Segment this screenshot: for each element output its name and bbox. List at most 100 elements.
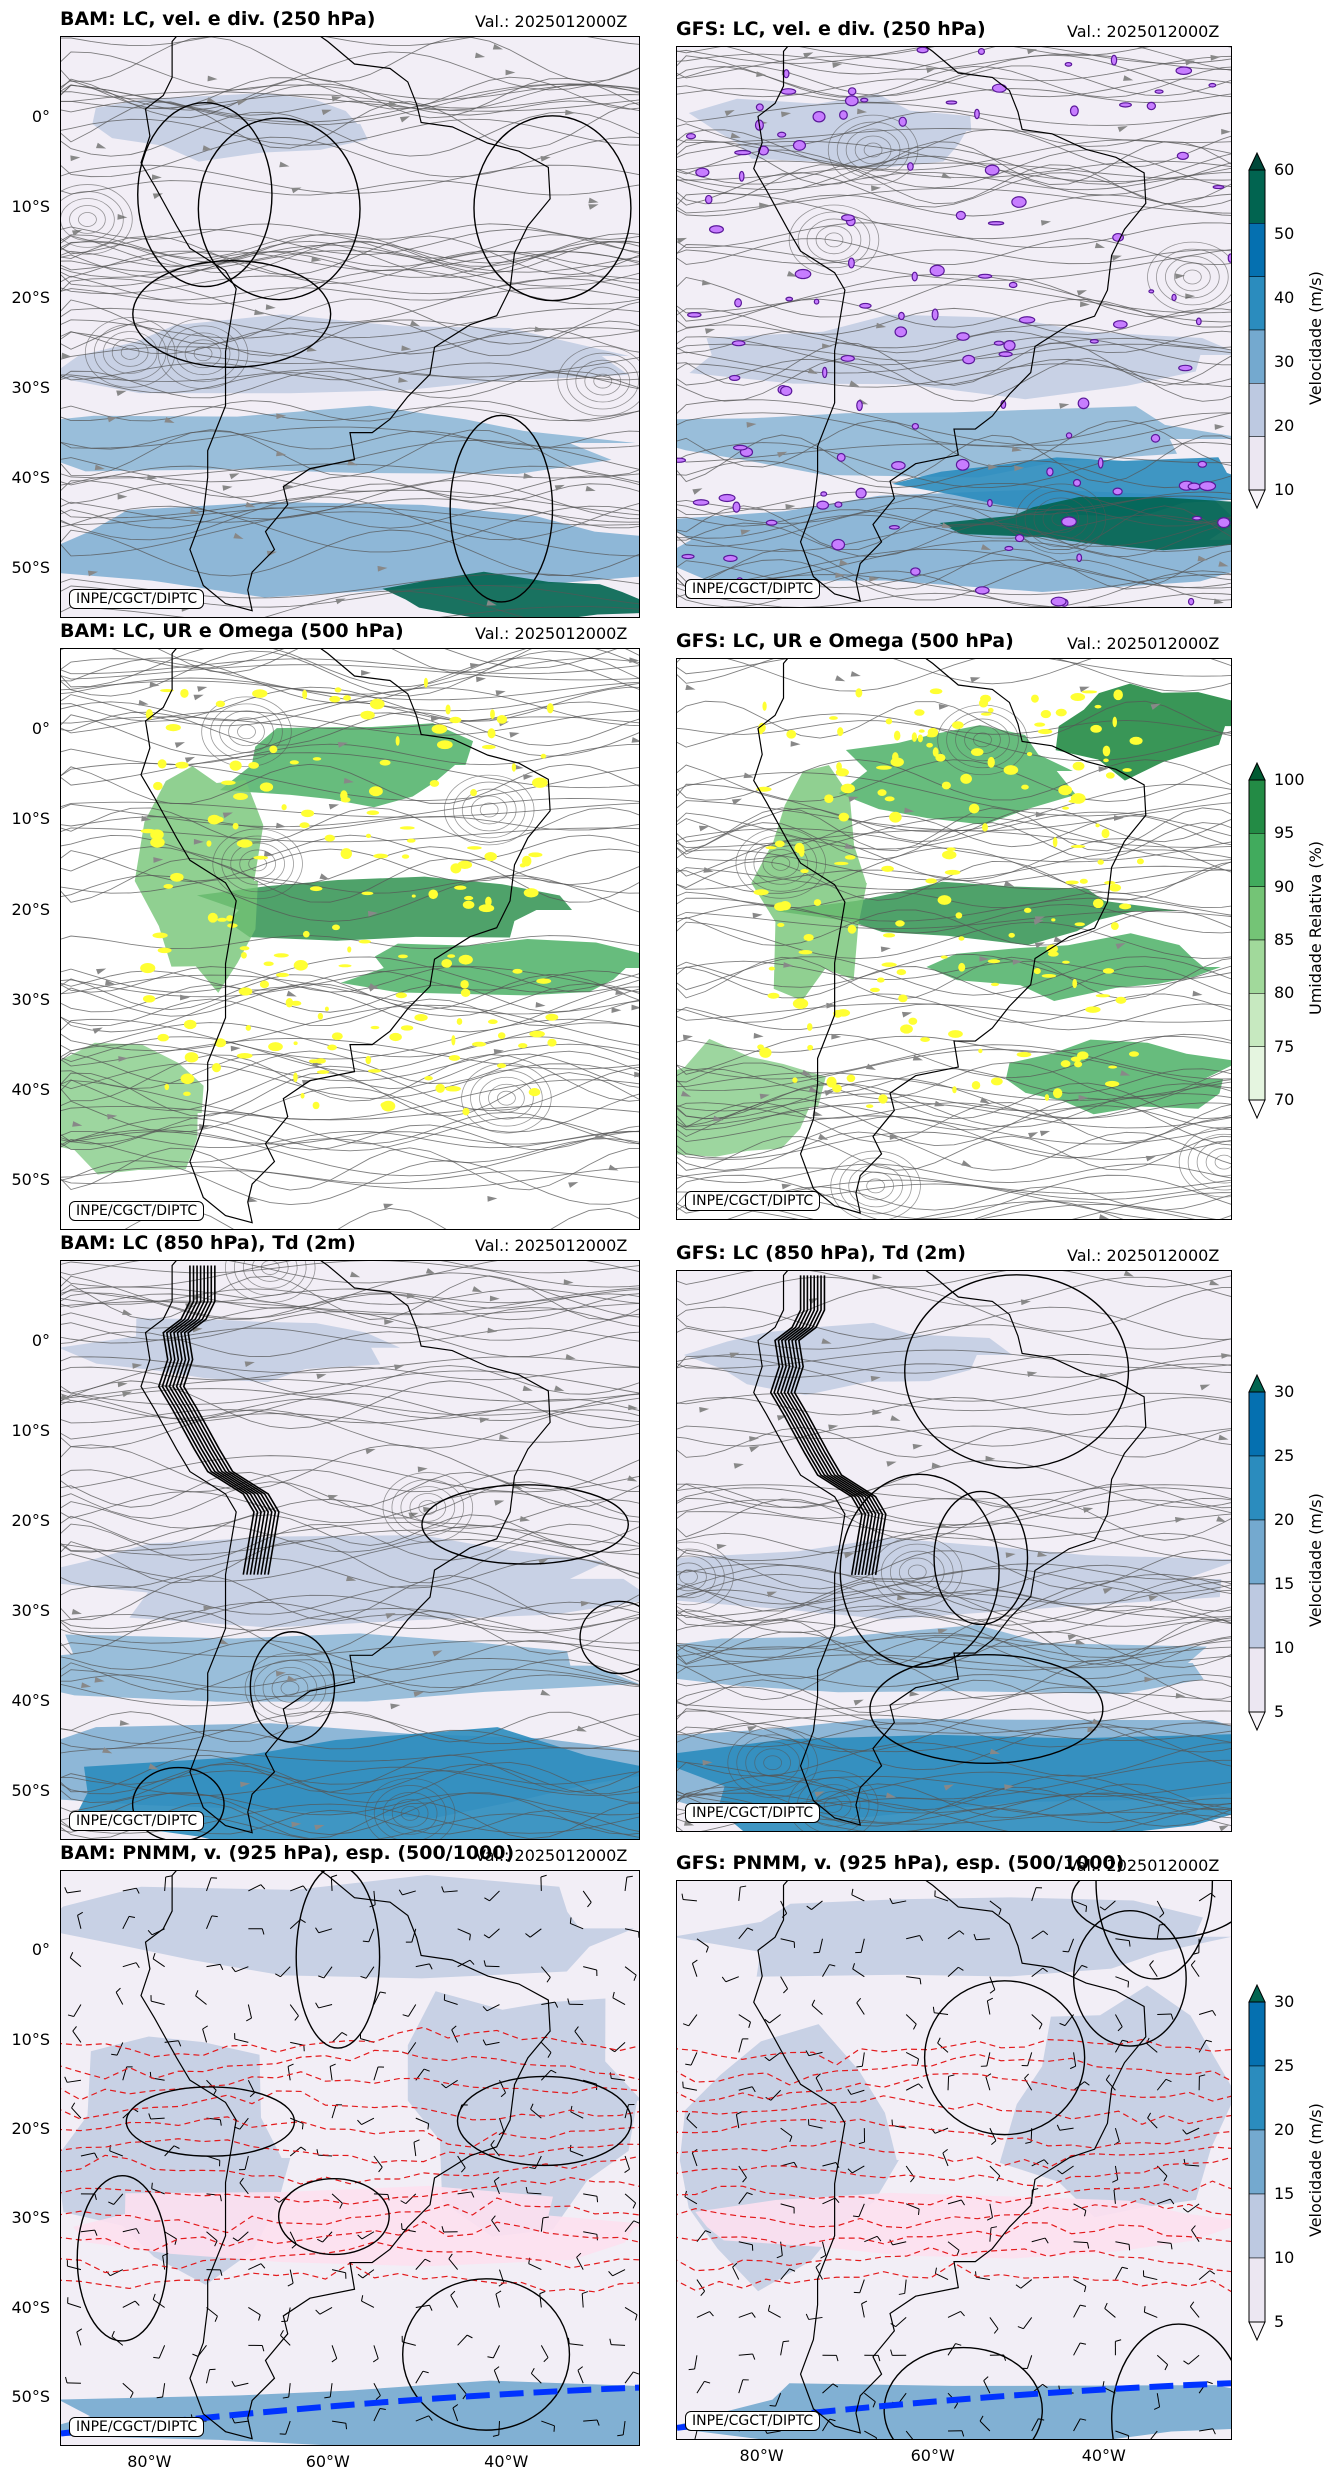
colorbar-segment bbox=[1248, 276, 1266, 331]
panel-valid-time: Val.: 2025012000Z bbox=[1067, 1856, 1220, 1875]
colorbar-tick: 15 bbox=[1274, 1574, 1295, 1593]
panel-valid-time: Val.: 2025012000Z bbox=[1067, 634, 1220, 653]
colorbar-tick: 95 bbox=[1274, 823, 1295, 843]
colorbar-tick: 90 bbox=[1274, 876, 1295, 896]
panel-title: GFS: LC, UR e Omega (500 hPa) bbox=[676, 630, 1014, 652]
colorbar-segment bbox=[1248, 1519, 1266, 1585]
panel-title: GFS: LC (850 hPa), Td (2m) bbox=[676, 1242, 966, 1264]
y-tick-label: 20°S bbox=[11, 899, 50, 919]
y-tick-label: 0° bbox=[31, 719, 50, 739]
y-tick-label: 10°S bbox=[11, 1420, 50, 1440]
colorbar-tick: 30 bbox=[1274, 1382, 1295, 1401]
x-tick-label: 80°W bbox=[127, 2452, 172, 2471]
panel-valid-time: Val.: 2025012000Z bbox=[1067, 1246, 1220, 1265]
map-frame: INPE/CGCT/DIPTC bbox=[60, 1260, 640, 1840]
colorbar-tick: 50 bbox=[1274, 224, 1295, 243]
colorbar-segment bbox=[1248, 993, 1266, 1047]
panel-title: GFS: PNMM, v. (925 hPa), esp. (500/1000) bbox=[676, 1852, 1125, 1874]
y-tick-label: 40°S bbox=[11, 468, 50, 488]
x-tick-label: 40°W bbox=[1081, 2446, 1126, 2465]
colorbar-segment bbox=[1248, 383, 1266, 437]
map-plot bbox=[61, 1871, 639, 2445]
colorbar-tick: 80 bbox=[1274, 983, 1295, 1003]
credit-label: INPE/CGCT/DIPTC bbox=[69, 2417, 205, 2437]
y-tick-label: 20°S bbox=[11, 1510, 50, 1530]
colorbar-segment bbox=[1248, 886, 1266, 941]
y-tick-label: 50°S bbox=[11, 2386, 50, 2406]
credit-label: INPE/CGCT/DIPTC bbox=[685, 1803, 821, 1823]
colorbar-label: Velocidade (m/s) bbox=[1306, 2103, 1325, 2237]
y-tick-label: 50°S bbox=[11, 1780, 50, 1800]
panel-valid-time: Val.: 2025012000Z bbox=[475, 624, 628, 643]
colorbar-segment bbox=[1248, 223, 1266, 277]
colorbar-segment bbox=[1248, 2193, 1266, 2259]
panel-valid-time: Val.: 2025012000Z bbox=[475, 12, 628, 31]
colorbar-tick: 70 bbox=[1274, 1090, 1295, 1109]
colorbar-segment bbox=[1248, 833, 1266, 887]
credit-label: INPE/CGCT/DIPTC bbox=[685, 1191, 821, 1211]
map-frame: INPE/CGCT/DIPTC bbox=[676, 46, 1232, 608]
colorbar-segment bbox=[1248, 1391, 1266, 1457]
colorbar-segment bbox=[1248, 779, 1266, 834]
colorbar-tick: 100 bbox=[1274, 770, 1305, 789]
colorbar-cb-ur500 bbox=[1248, 761, 1266, 1124]
y-tick-label: 40°S bbox=[11, 2297, 50, 2317]
colorbar-tick: 40 bbox=[1274, 288, 1295, 307]
colorbar-segment bbox=[1248, 1647, 1266, 1713]
y-tick-label: 20°S bbox=[11, 2118, 50, 2138]
colorbar-segment bbox=[1248, 2065, 1266, 2131]
colorbar-tick: 10 bbox=[1274, 2248, 1295, 2267]
map-plot bbox=[677, 1881, 1231, 2439]
y-tick-label: 0° bbox=[31, 1940, 50, 1960]
y-tick-label: 10°S bbox=[11, 809, 50, 829]
map-frame: INPE/CGCT/DIPTC bbox=[676, 1270, 1232, 1832]
colorbar-segment bbox=[1248, 329, 1266, 384]
colorbar-cb-vel850 bbox=[1248, 1373, 1266, 1736]
panel-valid-time: Val.: 2025012000Z bbox=[475, 1236, 628, 1255]
y-tick-label: 50°S bbox=[11, 558, 50, 578]
colorbar-tick: 25 bbox=[1274, 2056, 1295, 2075]
colorbar-tick: 85 bbox=[1274, 930, 1295, 949]
map-plot bbox=[61, 37, 639, 617]
y-tick-label: 0° bbox=[31, 1330, 50, 1350]
colorbar-tick: 10 bbox=[1274, 480, 1295, 499]
credit-label: INPE/CGCT/DIPTC bbox=[69, 1811, 205, 1831]
colorbar-tick: 20 bbox=[1274, 1510, 1295, 1529]
map-frame: INPE/CGCT/DIPTC bbox=[60, 1870, 640, 2446]
y-tick-label: 20°S bbox=[11, 287, 50, 307]
map-frame: INPE/CGCT/DIPTC bbox=[60, 648, 640, 1230]
panel-title: BAM: LC, UR e Omega (500 hPa) bbox=[60, 620, 404, 642]
colorbar-tick: 30 bbox=[1274, 1992, 1295, 2011]
colorbar-segment bbox=[1248, 1455, 1266, 1521]
colorbar-segment bbox=[1248, 2129, 1266, 2195]
colorbar-segment bbox=[1248, 2001, 1266, 2067]
y-tick-label: 40°S bbox=[11, 1690, 50, 1710]
y-tick-label: 30°S bbox=[11, 1600, 50, 1620]
panel-valid-time: Val.: 2025012000Z bbox=[1067, 22, 1220, 41]
map-plot bbox=[677, 1271, 1231, 1831]
panel-title: BAM: LC, vel. e div. (250 hPa) bbox=[60, 8, 376, 30]
colorbar-segment bbox=[1248, 939, 1266, 994]
map-plot bbox=[677, 47, 1231, 607]
colorbar-cb-vel250 bbox=[1248, 151, 1266, 514]
colorbar-label: Velocidade (m/s) bbox=[1306, 1493, 1325, 1627]
panel-valid-time: Val.: 2025012000Z bbox=[475, 1846, 628, 1865]
x-tick-label: 40°W bbox=[484, 2452, 529, 2471]
colorbar-tick: 5 bbox=[1274, 1702, 1285, 1721]
colorbar-tick: 15 bbox=[1274, 2184, 1295, 2203]
map-frame: INPE/CGCT/DIPTC bbox=[60, 36, 640, 618]
colorbar-segment bbox=[1248, 2257, 1266, 2323]
x-tick-label: 60°W bbox=[305, 2452, 350, 2471]
y-tick-label: 10°S bbox=[11, 2029, 50, 2049]
panel-title: BAM: LC (850 hPa), Td (2m) bbox=[60, 1232, 356, 1254]
colorbar-tick: 10 bbox=[1274, 1638, 1295, 1657]
colorbar-tick: 75 bbox=[1274, 1036, 1295, 1056]
colorbar-segment bbox=[1248, 1046, 1266, 1101]
colorbar-tick: 5 bbox=[1274, 2312, 1285, 2331]
colorbar-tick: 25 bbox=[1274, 1446, 1295, 1465]
y-tick-label: 30°S bbox=[11, 989, 50, 1009]
y-tick-label: 10°S bbox=[11, 197, 50, 217]
colorbar-label: Velocidade (m/s) bbox=[1306, 271, 1325, 405]
credit-label: INPE/CGCT/DIPTC bbox=[69, 589, 205, 609]
credit-label: INPE/CGCT/DIPTC bbox=[685, 2411, 821, 2431]
